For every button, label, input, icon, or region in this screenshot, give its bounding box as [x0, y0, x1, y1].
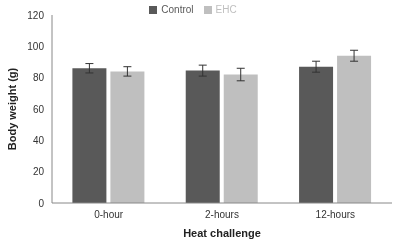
- svg-text:0: 0: [38, 198, 44, 209]
- svg-text:2-hours: 2-hours: [205, 209, 239, 220]
- svg-text:0-hour: 0-hour: [94, 209, 124, 220]
- svg-text:12-hours: 12-hours: [316, 209, 355, 220]
- svg-text:100: 100: [27, 41, 44, 52]
- html-text:EHC: EHC: [215, 4, 237, 15]
- svg-text:Heat challenge: Heat challenge: [183, 227, 261, 239]
- svg-text:60: 60: [33, 104, 45, 115]
- html-text:Control: Control: [161, 4, 194, 15]
- svg-text:40: 40: [33, 135, 45, 146]
- svg-text:120: 120: [27, 10, 44, 21]
- svg-text:80: 80: [33, 72, 45, 83]
- svg-text:20: 20: [33, 166, 45, 177]
- svg-text:Body weight (g): Body weight (g): [8, 67, 18, 150]
